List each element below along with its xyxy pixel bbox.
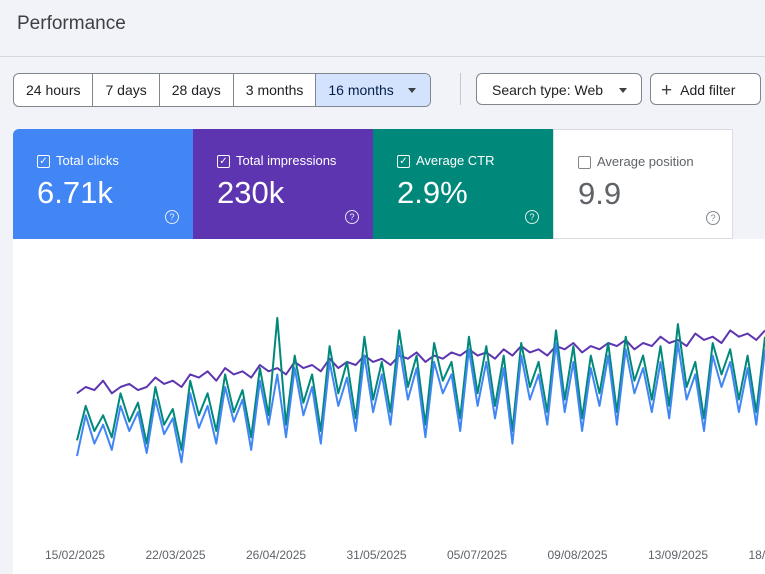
checkbox-checked-icon[interactable]: ✓	[37, 155, 50, 168]
date-range-24-hours[interactable]: 24 hours	[14, 74, 94, 106]
search-type-label: Search type: Web	[492, 82, 604, 98]
line-chart-svg: 15/02/2025 22/03/2025 26/04/2025 31/05/2025…	[45, 316, 765, 562]
x-tick-label: 13/09/2025	[648, 548, 708, 562]
metric-label: Average position	[597, 154, 694, 169]
date-range-label: 28 days	[171, 82, 221, 98]
metric-value: 2.9%	[397, 175, 468, 210]
x-tick-label: 18/10/2025	[749, 548, 765, 562]
chevron-down-icon	[619, 87, 628, 93]
help-icon[interactable]: ?	[525, 210, 539, 224]
toolbar-separator	[460, 73, 461, 105]
date-range-7-days[interactable]: 7 days	[93, 74, 160, 106]
header-divider	[0, 56, 765, 57]
date-range-label: 24 hours	[26, 82, 81, 98]
search-type-dropdown[interactable]: Search type: Web	[476, 73, 642, 105]
add-filter-button[interactable]: + Add filter	[650, 73, 761, 105]
series-line-1	[76, 329, 765, 395]
series-line-0	[76, 342, 765, 464]
date-range-label: 16 months	[328, 82, 394, 98]
x-tick-label: 15/02/2025	[45, 548, 105, 562]
series-line-2	[76, 316, 765, 451]
metric-label: Total impressions	[236, 153, 337, 168]
x-tick-label: 31/05/2025	[347, 548, 407, 562]
metric-label: Total clicks	[56, 153, 119, 168]
plus-icon: +	[661, 80, 673, 101]
help-icon[interactable]: ?	[165, 210, 179, 224]
date-range-16-months[interactable]: 16 months	[316, 74, 430, 106]
date-range-label: 7 days	[105, 82, 147, 98]
x-tick-label: 09/08/2025	[548, 548, 608, 562]
metric-card-average-position[interactable]: Average position 9.9 ?	[553, 129, 733, 239]
x-tick-label: 26/04/2025	[246, 548, 306, 562]
metric-value: 6.71k	[37, 175, 113, 210]
page-title: Performance	[17, 13, 126, 34]
checkbox-unchecked-icon[interactable]	[578, 156, 591, 169]
date-range-3-months[interactable]: 3 months	[234, 74, 317, 106]
help-icon[interactable]: ?	[706, 211, 720, 225]
metric-value: 230k	[217, 175, 285, 210]
help-icon[interactable]: ?	[345, 210, 359, 224]
metric-value: 9.9	[578, 176, 622, 211]
date-range-label: 3 months	[245, 82, 304, 98]
add-filter-label: Add filter	[680, 82, 736, 98]
chevron-down-icon	[407, 87, 416, 93]
checkbox-checked-icon[interactable]: ✓	[217, 155, 230, 168]
date-range-selector: 24 hours 7 days 28 days 3 months 16 mont…	[13, 73, 431, 107]
performance-chart: 15/02/2025 22/03/2025 26/04/2025 31/05/2025…	[13, 239, 765, 574]
x-tick-label: 05/07/2025	[447, 548, 507, 562]
checkbox-checked-icon[interactable]: ✓	[397, 155, 410, 168]
metric-card-total-clicks[interactable]: ✓ Total clicks 6.71k ?	[13, 129, 193, 239]
date-range-28-days[interactable]: 28 days	[160, 74, 234, 106]
metric-card-total-impressions[interactable]: ✓ Total impressions 230k ?	[193, 129, 373, 239]
metric-label: Average CTR	[416, 153, 495, 168]
x-tick-label: 22/03/2025	[146, 548, 206, 562]
metric-card-average-ctr[interactable]: ✓ Average CTR 2.9% ?	[373, 129, 553, 239]
